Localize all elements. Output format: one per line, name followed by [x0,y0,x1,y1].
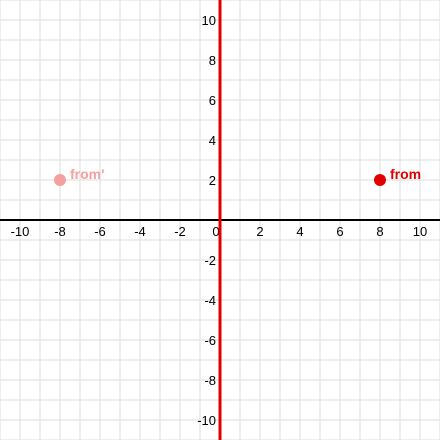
point-marker [374,174,386,186]
x-tick-label: 4 [296,224,303,239]
x-tick-label: 0 [212,224,219,239]
point-label: from' [70,166,104,182]
y-tick-label: -4 [204,293,216,308]
y-tick-label: 6 [209,93,216,108]
y-tick-label: 10 [202,13,216,28]
x-tick-label: -6 [94,224,106,239]
points-layer: from from' [54,166,421,186]
y-tick-label: -8 [204,373,216,388]
y-tick-label: -10 [197,413,216,428]
x-tick-label: 2 [256,224,263,239]
y-tick-label: -2 [204,253,216,268]
tick-labels: -10 -8 -6 -4 -2 0 2 4 6 8 10 -10 -8 -6 -4 -2 2 4 6 8 10 [11,13,428,428]
point-marker [54,174,66,186]
y-tick-label: -6 [204,333,216,348]
y-tick-label: 4 [209,133,216,148]
x-tick-label: -8 [54,224,66,239]
x-tick-label: 6 [336,224,343,239]
x-tick-label: 10 [413,224,427,239]
x-tick-label: -4 [134,224,146,239]
x-tick-label: -2 [174,224,186,239]
y-tick-label: 8 [209,53,216,68]
x-tick-label: 8 [376,224,383,239]
point-label: from [390,166,421,182]
x-tick-label: -10 [11,224,30,239]
y-tick-label: 2 [209,173,216,188]
